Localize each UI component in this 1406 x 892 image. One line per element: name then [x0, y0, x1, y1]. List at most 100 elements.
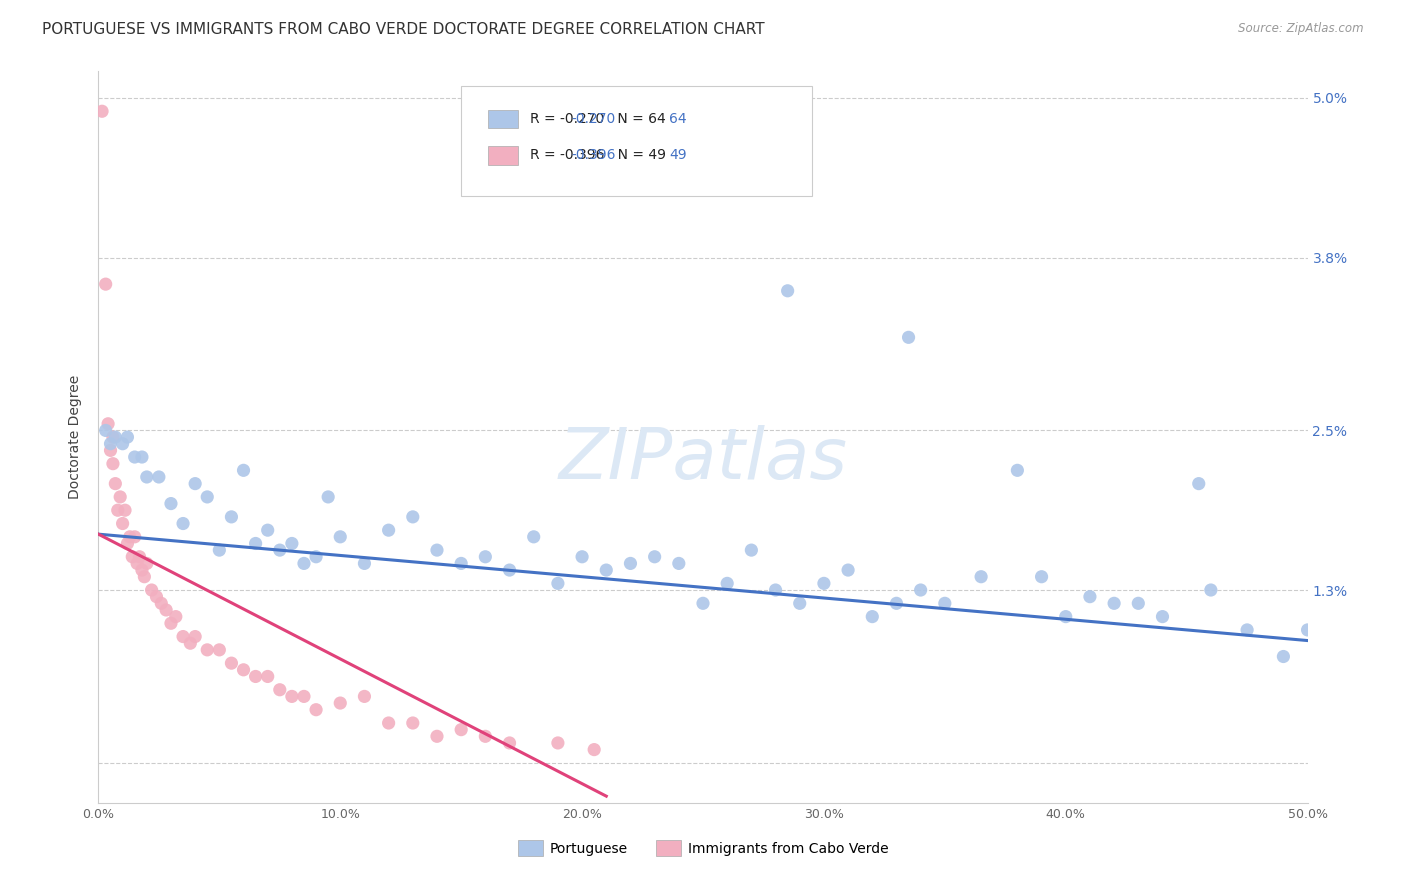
- Point: [897, 330, 920, 344]
- Point: [121, 549, 143, 564]
- Point: [269, 682, 291, 697]
- Point: [179, 636, 201, 650]
- Point: [91, 104, 114, 119]
- Point: [305, 703, 328, 717]
- Point: [131, 450, 153, 464]
- Point: [292, 690, 315, 704]
- FancyBboxPatch shape: [461, 86, 811, 195]
- Point: [97, 417, 120, 431]
- Point: [970, 570, 993, 584]
- Point: [426, 543, 449, 558]
- Point: [583, 742, 606, 756]
- Point: [523, 530, 546, 544]
- Point: [155, 603, 177, 617]
- Point: [245, 669, 267, 683]
- Point: [172, 516, 194, 531]
- Point: [104, 430, 127, 444]
- Point: [1128, 596, 1150, 610]
- Point: [571, 549, 593, 564]
- Point: [1102, 596, 1125, 610]
- Point: [124, 530, 146, 544]
- Point: [124, 450, 146, 464]
- Point: [150, 596, 173, 610]
- Point: [184, 476, 207, 491]
- Point: [131, 563, 153, 577]
- Point: [547, 576, 569, 591]
- Point: [94, 277, 117, 292]
- Point: [148, 470, 170, 484]
- Point: [256, 669, 278, 683]
- Point: [934, 596, 956, 610]
- Point: [813, 576, 835, 591]
- Point: [860, 609, 883, 624]
- Text: 49: 49: [669, 148, 686, 162]
- Point: [595, 563, 617, 577]
- Point: [269, 543, 291, 558]
- Point: [232, 663, 254, 677]
- Point: [498, 736, 520, 750]
- Point: [108, 490, 131, 504]
- Point: [141, 582, 163, 597]
- Point: [353, 557, 375, 571]
- Text: -0.396: -0.396: [571, 148, 616, 162]
- Point: [1272, 649, 1295, 664]
- Point: [172, 630, 194, 644]
- Point: [474, 549, 496, 564]
- Point: [776, 284, 799, 298]
- Point: [474, 729, 496, 743]
- Point: [1054, 609, 1077, 624]
- Point: [1199, 582, 1222, 597]
- FancyBboxPatch shape: [488, 110, 517, 128]
- Point: [1236, 623, 1258, 637]
- Point: [221, 656, 243, 670]
- Point: [644, 549, 666, 564]
- Point: [1078, 590, 1101, 604]
- Legend: Portuguese, Immigrants from Cabo Verde: Portuguese, Immigrants from Cabo Verde: [512, 835, 894, 862]
- Point: [104, 476, 127, 491]
- Point: [160, 616, 183, 631]
- Point: [1031, 570, 1053, 584]
- Point: [145, 590, 167, 604]
- Point: [789, 596, 811, 610]
- Point: [353, 690, 375, 704]
- Point: [117, 536, 139, 550]
- Point: [195, 490, 218, 504]
- Point: [692, 596, 714, 610]
- Point: [292, 557, 315, 571]
- Text: Source: ZipAtlas.com: Source: ZipAtlas.com: [1239, 22, 1364, 36]
- Point: [114, 503, 136, 517]
- Point: [377, 716, 399, 731]
- Point: [716, 576, 738, 591]
- Point: [837, 563, 859, 577]
- Point: [1296, 623, 1319, 637]
- Point: [402, 716, 425, 731]
- Point: [281, 536, 304, 550]
- Point: [619, 557, 641, 571]
- Point: [128, 549, 150, 564]
- Point: [100, 436, 122, 450]
- Point: [100, 443, 122, 458]
- Point: [1188, 476, 1211, 491]
- Point: [910, 582, 932, 597]
- Point: [195, 643, 218, 657]
- Point: [135, 557, 157, 571]
- Point: [111, 436, 134, 450]
- Point: [377, 523, 399, 537]
- Text: ZIPatlas: ZIPatlas: [558, 425, 848, 493]
- Point: [94, 424, 117, 438]
- Point: [101, 457, 124, 471]
- Text: PORTUGUESE VS IMMIGRANTS FROM CABO VERDE DOCTORATE DEGREE CORRELATION CHART: PORTUGUESE VS IMMIGRANTS FROM CABO VERDE…: [42, 22, 765, 37]
- Point: [245, 536, 267, 550]
- Text: R = -0.396   N = 49: R = -0.396 N = 49: [530, 148, 666, 162]
- Point: [134, 570, 156, 584]
- Point: [547, 736, 569, 750]
- Point: [107, 503, 129, 517]
- Point: [1152, 609, 1174, 624]
- Point: [111, 516, 134, 531]
- Point: [316, 490, 339, 504]
- Point: [498, 563, 520, 577]
- Point: [160, 497, 183, 511]
- Point: [305, 549, 328, 564]
- Point: [886, 596, 908, 610]
- Point: [450, 557, 472, 571]
